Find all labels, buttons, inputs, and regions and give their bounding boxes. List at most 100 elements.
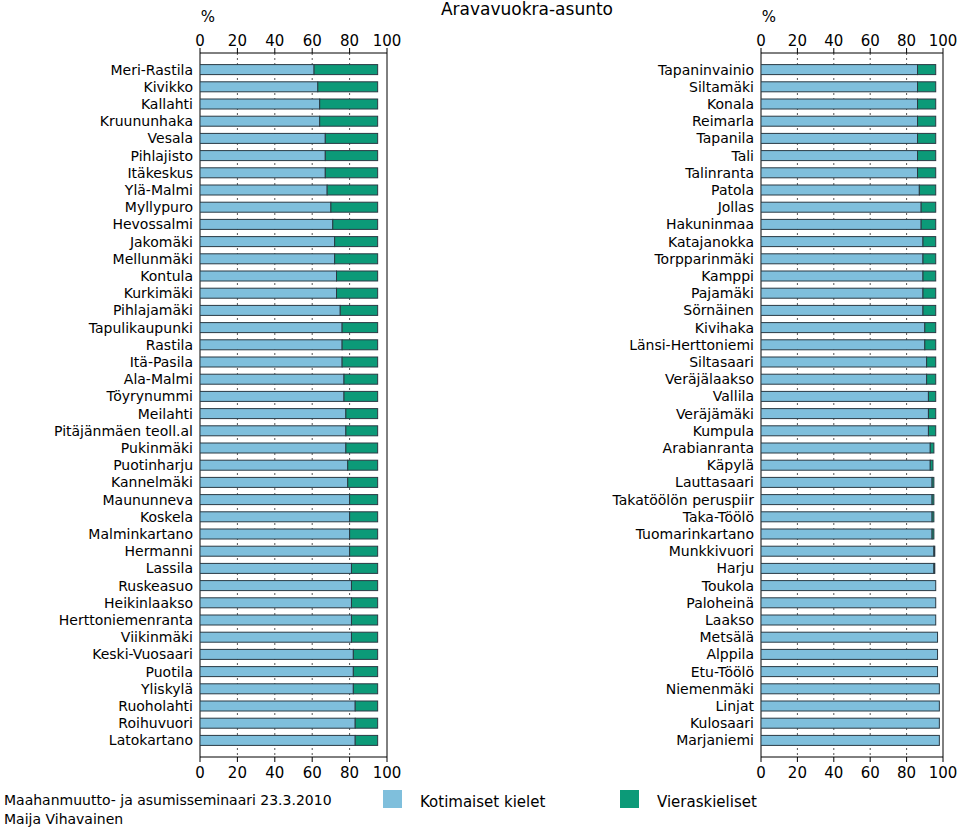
bar-segment (342, 357, 378, 367)
bar-segment (939, 701, 940, 711)
category-label: Torpparinmäki (653, 251, 754, 267)
bar-segment (200, 65, 314, 75)
bars (761, 65, 939, 746)
bar-segment (761, 271, 923, 281)
bar-segment (346, 443, 378, 453)
bar-segment (200, 598, 351, 608)
bar-segment (932, 477, 934, 487)
category-label: Hevossalmi (112, 216, 193, 232)
bar-segment (761, 649, 938, 659)
axis-line (761, 757, 943, 758)
bar-segment (200, 512, 350, 522)
tick-label: 0 (756, 764, 766, 782)
tick-mark (761, 757, 762, 762)
category-label: Käpylä (707, 457, 754, 473)
tick-mark (200, 757, 201, 762)
category-label: Hermanni (124, 543, 193, 559)
bar-segment (200, 271, 337, 281)
bar-segment (761, 305, 923, 315)
tick-label: 100 (929, 32, 958, 50)
category-label: Munkkivuori (669, 543, 754, 559)
tick-label: 100 (929, 764, 958, 782)
bar-segment (761, 581, 936, 591)
category-label: Itä-Pasila (130, 354, 193, 370)
category-label: Etu-Töölö (691, 664, 754, 680)
bar-segment (200, 185, 327, 195)
category-label: Alppila (706, 646, 754, 662)
bar-segment (200, 443, 346, 453)
bar-segment (761, 151, 918, 161)
bar-segment (921, 202, 936, 212)
bar-segment (761, 615, 936, 625)
bar-segment (355, 718, 377, 728)
category-label: Kallahti (141, 96, 193, 112)
bar-segment (761, 443, 930, 453)
category-label: Sörnäinen (683, 302, 754, 318)
category-label: Harju (716, 560, 754, 576)
category-label: Lauttasaari (675, 474, 754, 490)
bar-segment (346, 409, 378, 419)
bar-segment (933, 563, 935, 573)
category-label: Kamppi (701, 268, 754, 284)
bar-segment (933, 546, 935, 556)
bar-segment (346, 426, 378, 436)
category-label: Töyrynummi (105, 388, 193, 404)
bar-segment (348, 460, 378, 470)
bars (200, 65, 378, 746)
axis-line (943, 53, 944, 757)
category-label: Patola (711, 182, 754, 198)
bar-segment (200, 340, 342, 350)
bar-segment (761, 202, 921, 212)
bar-segment (351, 615, 377, 625)
bar-segment (200, 718, 355, 728)
chart-panel: %002020404060608080100100TapaninvainioSi… (612, 8, 958, 782)
bar-segment (932, 529, 934, 539)
bar-segment (200, 529, 350, 539)
tick-label: 60 (303, 32, 322, 50)
category-label: Taka-Töölö (682, 509, 754, 525)
bar-segment (200, 615, 351, 625)
bar-segment (325, 133, 377, 143)
bar-segment (314, 65, 378, 75)
bar-segment (761, 684, 939, 694)
bar-segment (930, 460, 933, 470)
bar-segment (200, 133, 325, 143)
bar-segment (761, 323, 925, 333)
bar-segment (761, 529, 932, 539)
category-label: Ala-Malmi (124, 371, 193, 387)
category-label: Marjaniemi (676, 732, 754, 748)
category-label: Myllypuro (125, 199, 193, 215)
category-label: Ruoholahti (118, 698, 193, 714)
bar-segment (761, 374, 927, 384)
bar-segment (923, 237, 936, 247)
category-label: Tapanila (695, 130, 754, 146)
bar-segment (200, 82, 318, 92)
bar-segment (761, 735, 939, 745)
category-label: Konala (707, 96, 754, 112)
category-label: Itäkeskus (127, 165, 193, 181)
bar-segment (335, 254, 378, 264)
bar-segment (761, 701, 939, 711)
category-label: Roihuvuori (118, 715, 193, 731)
bar-segment (200, 460, 348, 470)
bar-segment (761, 116, 918, 126)
bar-segment (761, 512, 932, 522)
legend-label: Kotimaiset kielet (420, 793, 545, 811)
bar-segment (761, 99, 918, 109)
bar-segment (918, 99, 936, 109)
tick-label: 100 (373, 32, 402, 50)
bar-segment (200, 116, 320, 126)
category-label: Pukinmäki (121, 440, 193, 456)
category-label: Veräjämäki (676, 406, 754, 422)
category-label: Kulosaari (690, 715, 754, 731)
category-label: Puotinharju (113, 457, 193, 473)
category-label: Tapaninvainio (657, 62, 754, 78)
bar-segment (350, 529, 378, 539)
bar-segment (937, 632, 938, 642)
tick-mark (312, 757, 313, 762)
category-label: Vesala (148, 130, 193, 146)
tick-label: 20 (228, 32, 247, 50)
axis-line (387, 53, 388, 757)
category-label: Tapulikaupunki (88, 320, 193, 336)
bar-segment (200, 254, 335, 264)
